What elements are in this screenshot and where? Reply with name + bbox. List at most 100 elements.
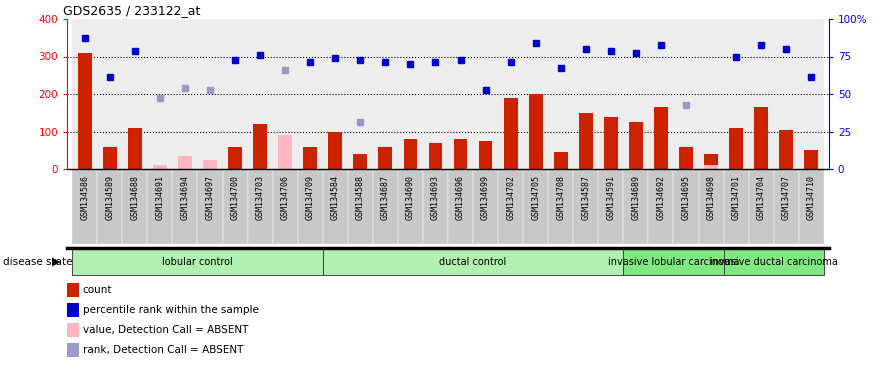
Text: value, Detection Call = ABSENT: value, Detection Call = ABSENT (82, 325, 248, 335)
Bar (297, 169, 323, 244)
Text: GSM134698: GSM134698 (707, 175, 716, 220)
Bar (103, 147, 116, 169)
Bar (222, 169, 247, 244)
Text: percentile rank within the sample: percentile rank within the sample (82, 305, 258, 315)
Bar (773, 19, 798, 169)
Bar (704, 165, 718, 169)
Bar (67, 283, 80, 297)
Text: GSM134591: GSM134591 (607, 175, 616, 220)
Bar (247, 19, 272, 169)
Bar (624, 19, 649, 169)
Text: GSM134700: GSM134700 (230, 175, 239, 220)
Bar (247, 169, 272, 244)
Text: GSM134690: GSM134690 (406, 175, 415, 220)
Bar (604, 116, 617, 169)
Text: lobular control: lobular control (162, 257, 233, 267)
Text: GSM134702: GSM134702 (506, 175, 515, 220)
Bar (749, 169, 773, 244)
Text: GSM134710: GSM134710 (806, 175, 815, 220)
Bar (222, 19, 247, 169)
Text: GSM134689: GSM134689 (632, 175, 641, 220)
Bar (679, 147, 693, 169)
Bar (172, 19, 197, 169)
Bar (699, 169, 724, 244)
Bar (67, 303, 80, 317)
Bar (504, 98, 518, 169)
Bar (674, 169, 699, 244)
Text: GSM134693: GSM134693 (431, 175, 440, 220)
Bar (599, 19, 624, 169)
Bar (599, 169, 624, 244)
Bar (649, 19, 674, 169)
Text: GSM134692: GSM134692 (657, 175, 666, 220)
Text: GSM134688: GSM134688 (130, 175, 140, 220)
Bar (523, 19, 548, 169)
Bar (153, 165, 167, 169)
Bar (67, 343, 80, 357)
Bar (178, 156, 192, 169)
Bar (699, 19, 724, 169)
Bar (529, 94, 543, 169)
Bar (279, 135, 292, 169)
Bar (624, 249, 724, 275)
Text: invasive ductal carcinoma: invasive ductal carcinoma (710, 257, 838, 267)
Bar (624, 169, 649, 244)
Text: invasive lobular carcinoma: invasive lobular carcinoma (607, 257, 739, 267)
Bar (453, 139, 468, 169)
Bar (448, 19, 473, 169)
Bar (448, 169, 473, 244)
Bar (498, 19, 523, 169)
Bar (805, 150, 818, 169)
Bar (328, 131, 342, 169)
Text: GSM134707: GSM134707 (781, 175, 790, 220)
Bar (73, 19, 98, 169)
Bar (523, 169, 548, 244)
Bar (798, 169, 823, 244)
Bar (197, 19, 222, 169)
Text: GSM134709: GSM134709 (306, 175, 314, 220)
Bar (128, 128, 142, 169)
Bar (398, 169, 423, 244)
Text: GSM134586: GSM134586 (81, 175, 90, 220)
Bar (254, 124, 267, 169)
Bar (579, 113, 592, 169)
Bar (123, 19, 147, 169)
Bar (403, 139, 418, 169)
Text: rank, Detection Call = ABSENT: rank, Detection Call = ABSENT (82, 345, 243, 355)
Bar (573, 169, 599, 244)
Bar (272, 169, 297, 244)
Bar (674, 19, 699, 169)
Text: GSM134704: GSM134704 (756, 175, 766, 220)
Bar (573, 19, 599, 169)
Bar (729, 128, 743, 169)
Bar (73, 249, 323, 275)
Bar (423, 169, 448, 244)
Text: GSM134587: GSM134587 (582, 175, 590, 220)
Bar (724, 169, 749, 244)
Bar (428, 143, 443, 169)
Bar (654, 107, 668, 169)
Text: GSM134706: GSM134706 (280, 175, 289, 220)
Bar (348, 19, 373, 169)
Bar (724, 19, 749, 169)
Bar (478, 141, 493, 169)
Text: ductal control: ductal control (439, 257, 506, 267)
Bar (123, 169, 147, 244)
Text: GSM134705: GSM134705 (531, 175, 540, 220)
Text: ▶: ▶ (52, 257, 60, 267)
Bar (554, 152, 568, 169)
Text: GSM134699: GSM134699 (481, 175, 490, 220)
Bar (297, 19, 323, 169)
Bar (498, 169, 523, 244)
Text: GSM134703: GSM134703 (255, 175, 264, 220)
Text: GSM134697: GSM134697 (205, 175, 214, 220)
Bar (798, 19, 823, 169)
Text: count: count (82, 285, 112, 295)
Bar (754, 107, 768, 169)
Text: GSM134708: GSM134708 (556, 175, 565, 220)
Bar (304, 147, 317, 169)
Bar (272, 19, 297, 169)
Bar (398, 19, 423, 169)
Text: GSM134691: GSM134691 (155, 175, 164, 220)
Text: GSM134588: GSM134588 (356, 175, 365, 220)
